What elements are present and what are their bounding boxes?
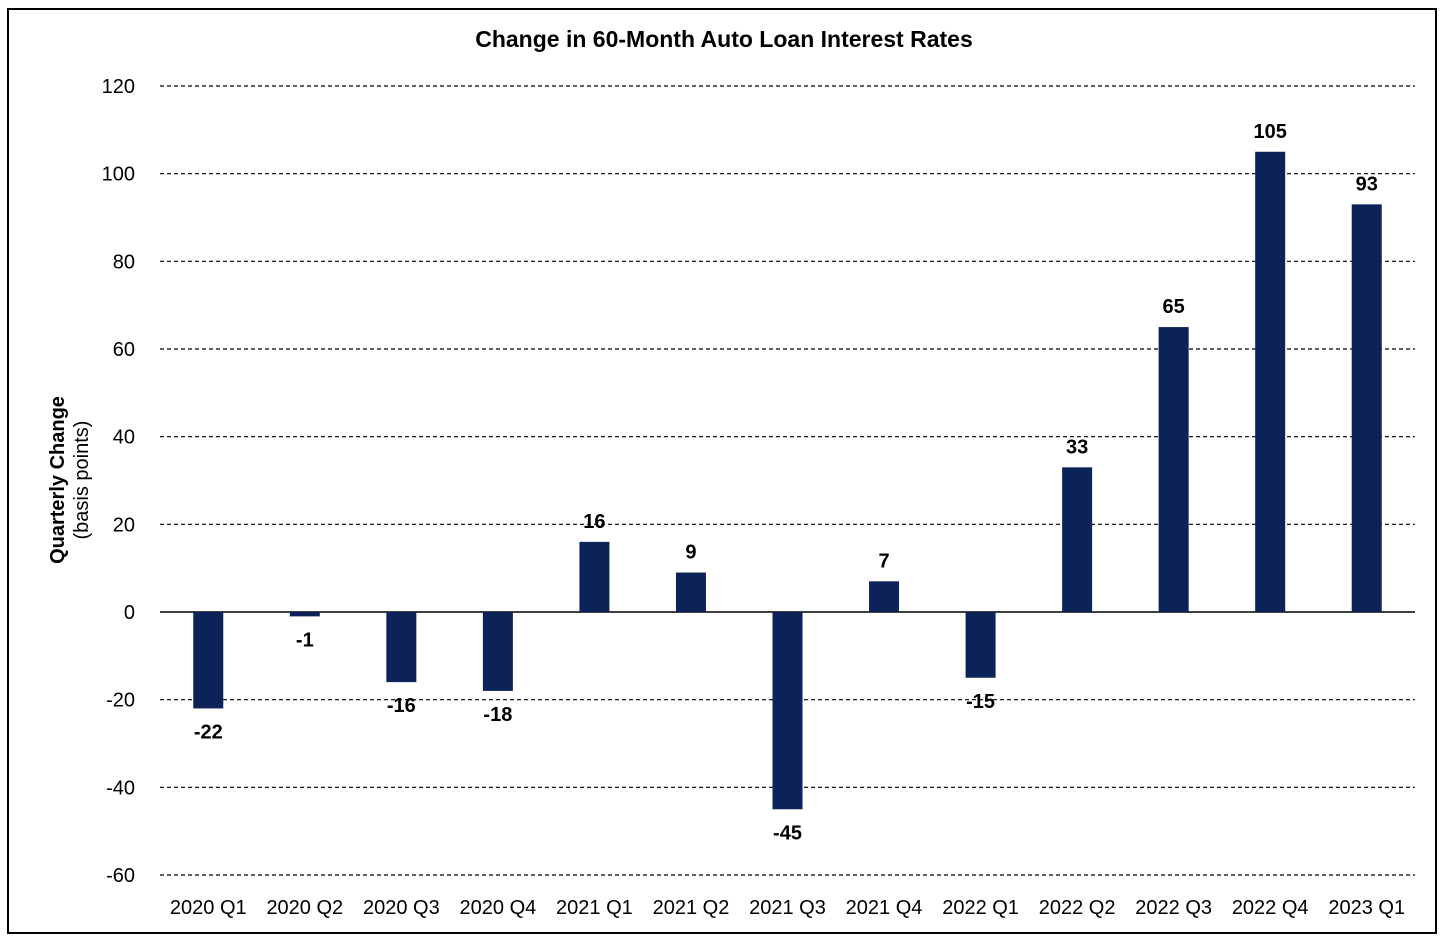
bar xyxy=(1351,204,1382,612)
x-tick-label: 2022 Q4 xyxy=(1232,897,1309,919)
bar xyxy=(772,612,803,810)
bar xyxy=(869,581,900,612)
x-tick-label: 2020 Q1 xyxy=(170,897,247,919)
data-label: 93 xyxy=(1356,173,1378,195)
x-tick-label: 2022 Q2 xyxy=(1039,897,1116,919)
data-label: 9 xyxy=(685,542,696,564)
bar xyxy=(1255,151,1286,612)
x-tick-label: 2022 Q3 xyxy=(1135,897,1212,919)
data-label: 16 xyxy=(583,511,605,533)
y-tick-label: 120 xyxy=(102,76,135,98)
bar xyxy=(675,572,706,612)
bar xyxy=(1062,467,1093,612)
data-label: 7 xyxy=(878,550,889,572)
data-label: -18 xyxy=(483,704,512,726)
x-tick-label: 2023 Q1 xyxy=(1328,897,1405,919)
data-label: -15 xyxy=(966,691,995,713)
x-tick-label: 2021 Q2 xyxy=(653,897,730,919)
data-label: -1 xyxy=(296,629,314,651)
data-label: -16 xyxy=(387,695,416,717)
bar xyxy=(965,612,996,678)
bar xyxy=(482,612,513,691)
chart-frame xyxy=(7,8,1437,934)
y-tick-label: 100 xyxy=(102,164,135,186)
data-label: -45 xyxy=(773,822,802,844)
data-label: -22 xyxy=(194,721,223,743)
data-label: 105 xyxy=(1254,121,1287,143)
x-tick-label: 2021 Q3 xyxy=(749,897,826,919)
y-tick-label: 0 xyxy=(124,602,135,624)
x-tick-label: 2020 Q3 xyxy=(363,897,440,919)
x-tick-label: 2021 Q4 xyxy=(846,897,923,919)
bar xyxy=(1158,327,1189,612)
chart-title: Change in 60-Month Auto Loan Interest Ra… xyxy=(475,26,973,52)
x-tick-label: 2020 Q2 xyxy=(266,897,343,919)
x-tick-label: 2021 Q1 xyxy=(556,897,633,919)
y-tick-label: 40 xyxy=(113,427,135,449)
bar xyxy=(193,612,224,709)
y-tick-label: -40 xyxy=(106,777,135,799)
y-tick-label: 60 xyxy=(113,339,135,361)
x-tick-label: 2022 Q1 xyxy=(942,897,1019,919)
data-label: 33 xyxy=(1066,436,1088,458)
y-tick-label: -20 xyxy=(106,690,135,712)
y-tick-label: 80 xyxy=(113,251,135,273)
y-tick-label: -60 xyxy=(106,865,135,887)
bar xyxy=(289,612,320,617)
bar xyxy=(579,541,610,612)
y-tick-label: 20 xyxy=(113,514,135,536)
bar xyxy=(386,612,417,683)
x-tick-label: 2020 Q4 xyxy=(460,897,537,919)
data-label: 65 xyxy=(1163,296,1185,318)
